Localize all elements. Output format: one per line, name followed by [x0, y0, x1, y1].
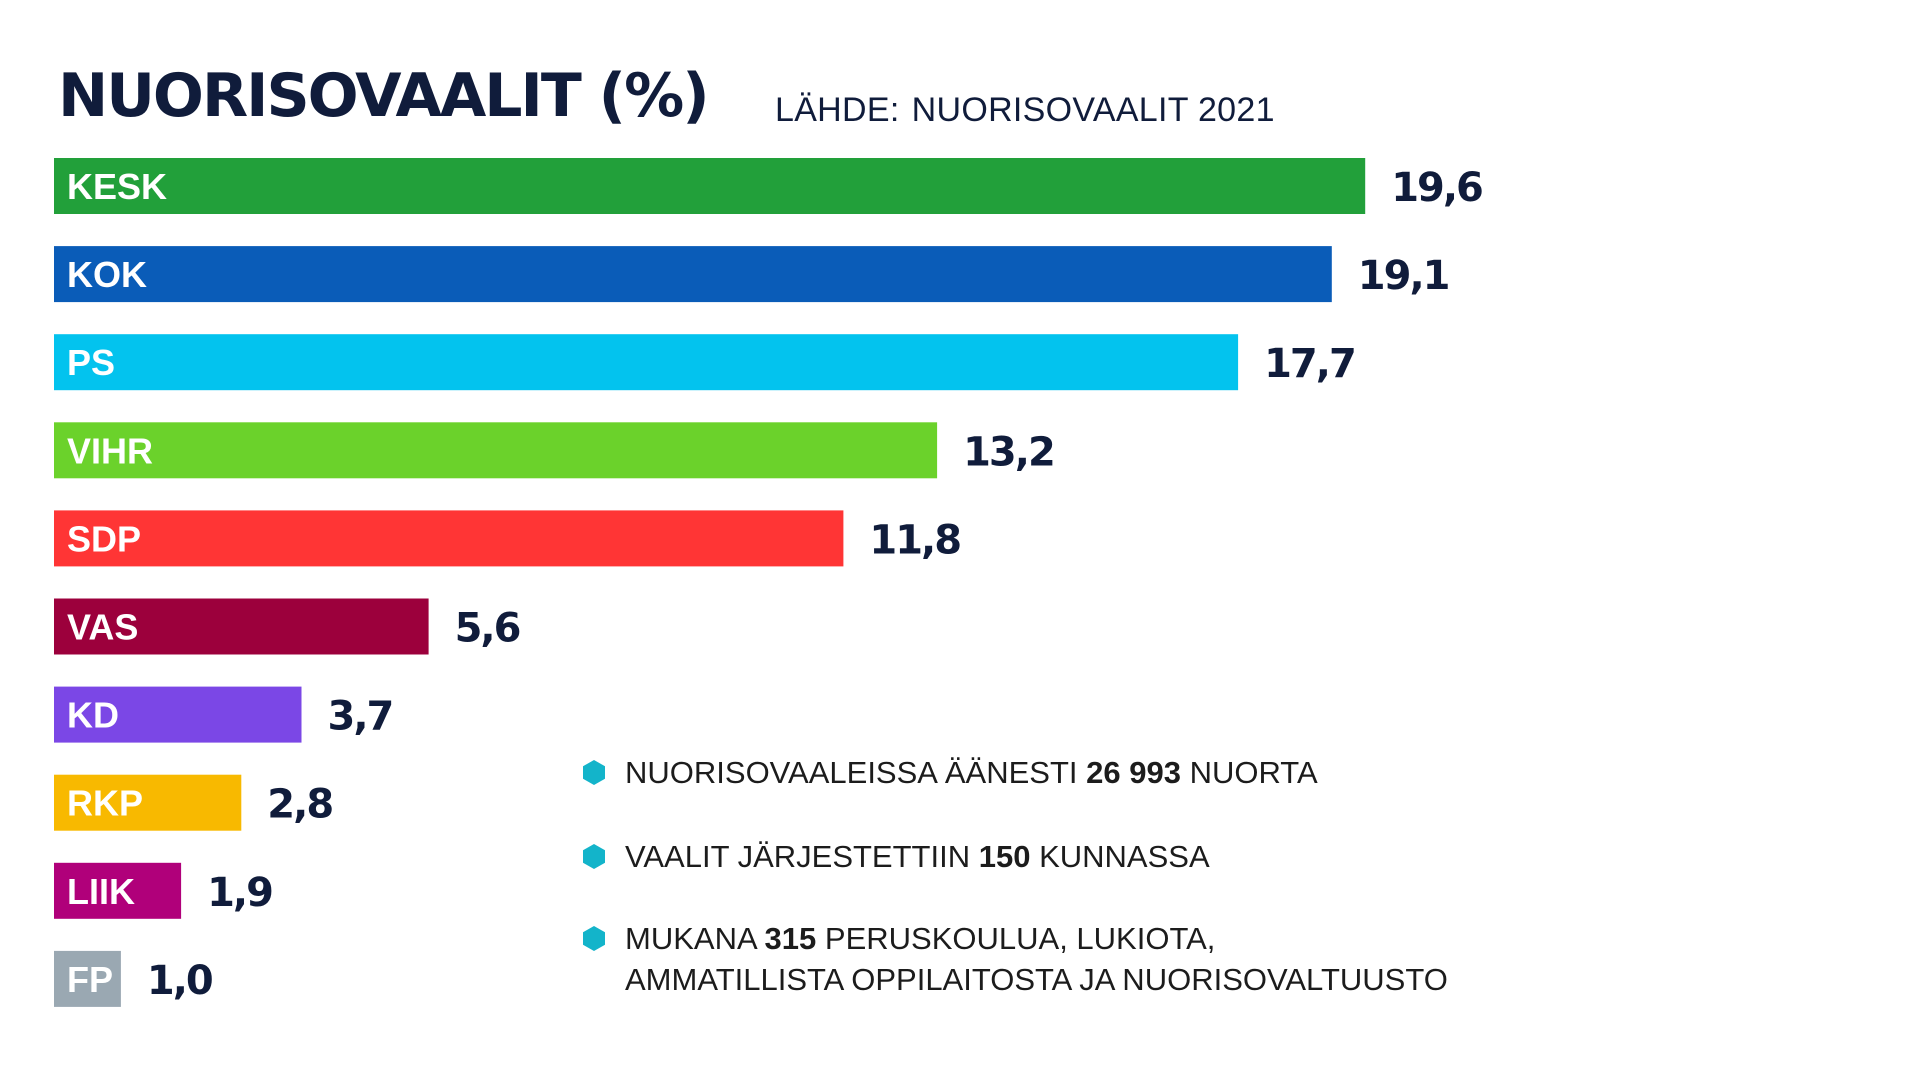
value-label-vas: 5,6 [455, 606, 520, 652]
source-line: LÄHDE: NUORISOVAALIT 2021 [775, 90, 1275, 130]
value-label-vihr: 13,2 [963, 429, 1054, 475]
value-label-sdp: 11,8 [869, 517, 960, 563]
note-text-pre: NUORISOVAALEISSA ÄÄNESTI [625, 755, 1078, 790]
bar-kd [54, 686, 302, 743]
note-line-1: MUKANA 315 PERUSKOULUA, LUKIOTA, [625, 918, 1448, 959]
bar-group-kesk: KESK 19,6 [54, 158, 1484, 214]
chart-title: NUORISOVAALIT (%) [58, 61, 710, 131]
value-label-fp: 1,0 [147, 958, 212, 1004]
bar-label-ps: PS [67, 342, 115, 383]
note-text-post: KUNNASSA [1039, 839, 1210, 874]
bar-group-sdp: SDP 11,8 [54, 510, 962, 567]
note-text: VAALIT JÄRJESTETTIIN 150 KUNNASSA [625, 836, 1210, 877]
bar-rkp [54, 774, 242, 831]
bar-label-vihr: VIHR [67, 430, 153, 471]
value-label-rkp: 2,8 [267, 782, 332, 828]
bar-group-kd: KD 3,7 [54, 686, 394, 743]
note-text: MUKANA 315 PERUSKOULUA, LUKIOTA, AMMATIL… [625, 918, 1448, 1000]
value-label-kok: 19,1 [1358, 253, 1449, 299]
bar-fp [54, 950, 121, 1007]
bar-group-rkp: RKP 2,8 [54, 774, 334, 831]
bar-label-sdp: SDP [67, 518, 141, 559]
bar-vas [54, 598, 429, 655]
value-label-liik: 1,9 [207, 870, 272, 916]
hexagon-bullet-icon [583, 926, 605, 951]
note-text-post: PERUSKOULUA, LUKIOTA, [824, 921, 1216, 956]
note-text-post: NUORTA [1189, 755, 1318, 790]
bar-label-kesk: KESK [67, 166, 167, 207]
bar-group-vihr: VIHR 13,2 [54, 422, 1056, 479]
bar-group-fp: FP 1,0 [54, 950, 214, 1007]
note-number: 315 [764, 921, 817, 956]
bar-ps [54, 334, 1239, 391]
note-line-2: AMMATILLISTA OPPILAITOSTA JA NUORISOVALT… [625, 962, 1448, 997]
value-label-kesk: 19,6 [1391, 165, 1482, 211]
bar-kesk [54, 158, 1366, 214]
bar-label-fp: FP [67, 959, 113, 1000]
bar-liik [54, 862, 182, 919]
bar-group-vas: VAS 5,6 [54, 598, 522, 655]
bar-label-vas: VAS [67, 607, 138, 648]
value-label-ps: 17,7 [1264, 341, 1355, 387]
bar-kok [54, 246, 1332, 303]
source-label: LÄHDE: [775, 91, 900, 129]
note-number: 150 [978, 839, 1031, 874]
bar-label-liik: LIIK [67, 871, 135, 912]
value-label-kd: 3,7 [328, 694, 393, 740]
bar-group-ps: PS 17,7 [54, 334, 1357, 391]
hexagon-bullet-icon [583, 844, 605, 869]
bar-group-liik: LIIK 1,9 [54, 862, 274, 919]
source-value: NUORISOVAALIT 2021 [911, 91, 1275, 129]
hexagon-bullet-icon [583, 760, 605, 785]
bar-label-kd: KD [67, 695, 119, 736]
bar-group-kok: KOK 19,1 [54, 246, 1451, 303]
bar-label-rkp: RKP [67, 783, 143, 824]
note-number: 26 993 [1086, 755, 1181, 790]
note-text-pre: VAALIT JÄRJESTETTIIN [625, 839, 971, 874]
bar-label-kok: KOK [67, 254, 147, 295]
note-text: NUORISOVAALEISSA ÄÄNESTI 26 993 NUORTA [625, 752, 1318, 793]
bar-vihr [54, 422, 938, 479]
bar-sdp [54, 510, 844, 567]
note-text-pre: MUKANA [625, 921, 756, 956]
